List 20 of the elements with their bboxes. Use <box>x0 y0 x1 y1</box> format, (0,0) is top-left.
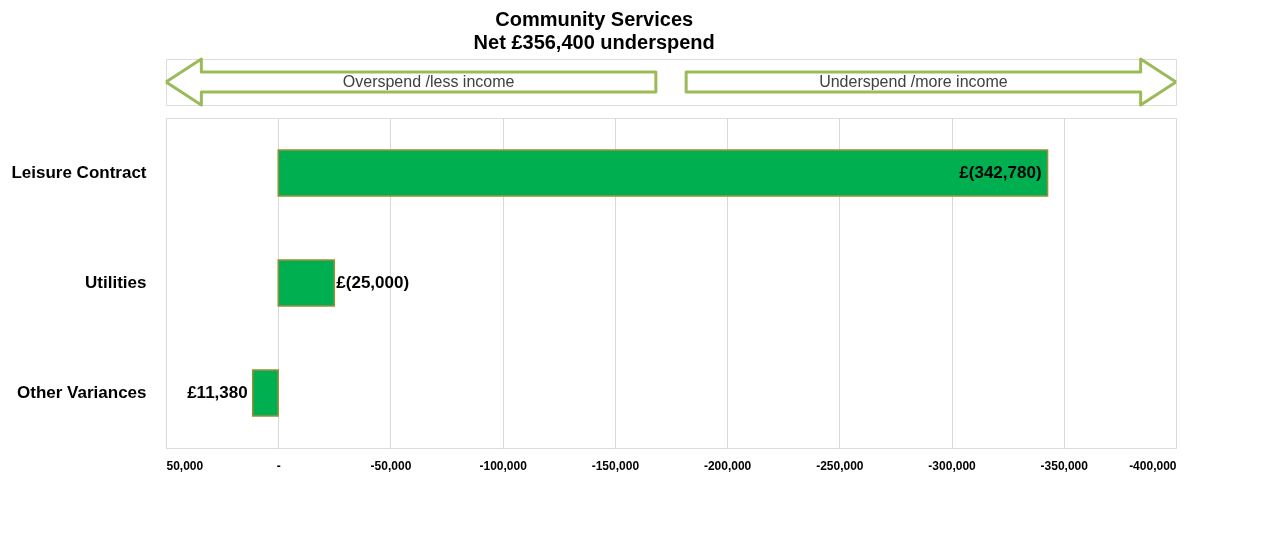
y-tick-label: Utilities <box>85 273 147 292</box>
x-tick-label: -50,000 <box>370 458 412 473</box>
x-tick-label: 50,000 <box>166 458 204 473</box>
x-tick-label: -150,000 <box>591 458 640 473</box>
x-tick-label: - <box>276 458 281 473</box>
text: Overspend /less income <box>342 73 515 90</box>
x-tick-label: -250,000 <box>816 458 864 473</box>
x-tick-label: -400,000 <box>1129 458 1177 473</box>
x-tick-label: -350,000 <box>1040 458 1089 473</box>
data-label: £11,380 <box>187 383 248 402</box>
data-label: £(25,000) <box>336 273 410 292</box>
chart-title: Community Services <box>495 8 694 30</box>
chart-subtitle: Net £356,400 underspend <box>473 31 715 53</box>
data-label: £(342,780) <box>959 163 1042 182</box>
x-tick-label: -100,000 <box>479 458 528 473</box>
text: Underspend /more income <box>819 73 1008 90</box>
x-tick-label: -200,000 <box>703 458 752 473</box>
x-tick-label: -300,000 <box>928 458 977 473</box>
y-tick-label: Leisure Contract <box>11 163 147 182</box>
y-tick-label: Other Variances <box>17 383 147 402</box>
